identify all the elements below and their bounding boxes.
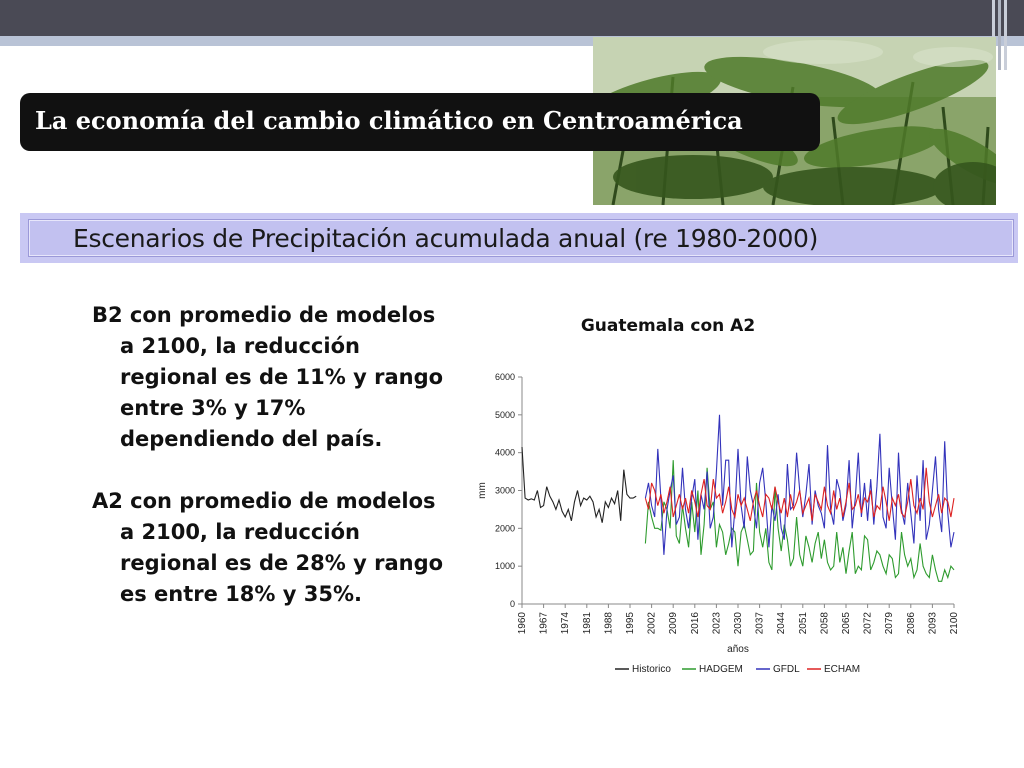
- x-tick-label: 1967: [539, 612, 550, 635]
- x-tick-label: 2016: [690, 612, 701, 635]
- chart-title: Guatemala con A2: [581, 316, 755, 336]
- x-tick-label: 1974: [560, 612, 571, 635]
- y-tick-label: 0: [510, 599, 515, 609]
- body-text: B2 con promedio de modelos a 2100, la re…: [92, 300, 452, 610]
- series-line-hadgem: [644, 460, 955, 582]
- y-tick-label: 3000: [495, 486, 515, 496]
- subtitle-banner: Escenarios de Precipitación acumulada an…: [20, 213, 1018, 263]
- x-tick-label: 2065: [841, 612, 852, 635]
- y-tick-label: 1000: [495, 561, 515, 571]
- paragraph-a2: A2 con promedio de modelos a 2100, la re…: [92, 489, 444, 606]
- palm-forest-photo: [593, 37, 996, 205]
- x-tick-label: 2072: [863, 612, 874, 635]
- x-tick-label: 2030: [733, 612, 744, 635]
- legend-label-gfdl: GFDL: [773, 664, 800, 675]
- y-axis-label: mm: [477, 482, 488, 499]
- y-tick-label: 5000: [495, 410, 515, 420]
- x-axis-label: años: [727, 644, 749, 655]
- series-line-gfdl: [644, 414, 955, 555]
- subtitle-frame: Escenarios de Precipitación acumulada an…: [28, 219, 1014, 257]
- x-tick-label: 2093: [927, 612, 938, 635]
- x-tick-label: 2058: [819, 612, 830, 635]
- x-tick-label: 2051: [798, 612, 809, 635]
- slide-title: La economía del cambio climático en Cent…: [35, 106, 743, 135]
- top-banner-stripe: [0, 36, 1024, 46]
- series-line-echam: [644, 467, 955, 521]
- x-tick-label: 2044: [776, 612, 787, 635]
- title-banner: La economía del cambio climático en Cent…: [20, 93, 820, 151]
- x-tick-label: 1981: [582, 612, 593, 635]
- top-banner: [0, 0, 1024, 36]
- decorative-lines: [992, 0, 1018, 70]
- legend-label-echam: ECHAM: [824, 664, 860, 675]
- x-tick-label: 2079: [884, 612, 895, 635]
- paragraph-b2: B2 con promedio de modelos a 2100, la re…: [92, 303, 444, 451]
- y-tick-label: 4000: [495, 448, 515, 458]
- x-tick-label: 2023: [711, 612, 722, 635]
- precipitation-chart: Guatemala con A2 0 1000 2000 3000 4000 5000 600…: [477, 316, 960, 675]
- x-tick-label: 2086: [906, 612, 917, 635]
- x-tick-label: 1995: [625, 612, 636, 635]
- series-line-historico: [521, 446, 637, 523]
- legend-label-historico: Historico: [632, 664, 671, 675]
- legend-label-hadgem: HADGEM: [699, 664, 743, 675]
- x-tick-label: 2100: [949, 612, 960, 635]
- y-tick-label: 6000: [495, 372, 515, 382]
- x-tick-label: 1960: [517, 612, 528, 635]
- x-tick-label: 2002: [647, 612, 658, 635]
- y-tick-label: 2000: [495, 523, 515, 533]
- slide-subtitle: Escenarios de Precipitación acumulada an…: [73, 224, 819, 253]
- x-tick-label: 2009: [668, 612, 679, 635]
- x-tick-label: 1988: [603, 612, 614, 635]
- x-tick-label: 2037: [755, 612, 766, 635]
